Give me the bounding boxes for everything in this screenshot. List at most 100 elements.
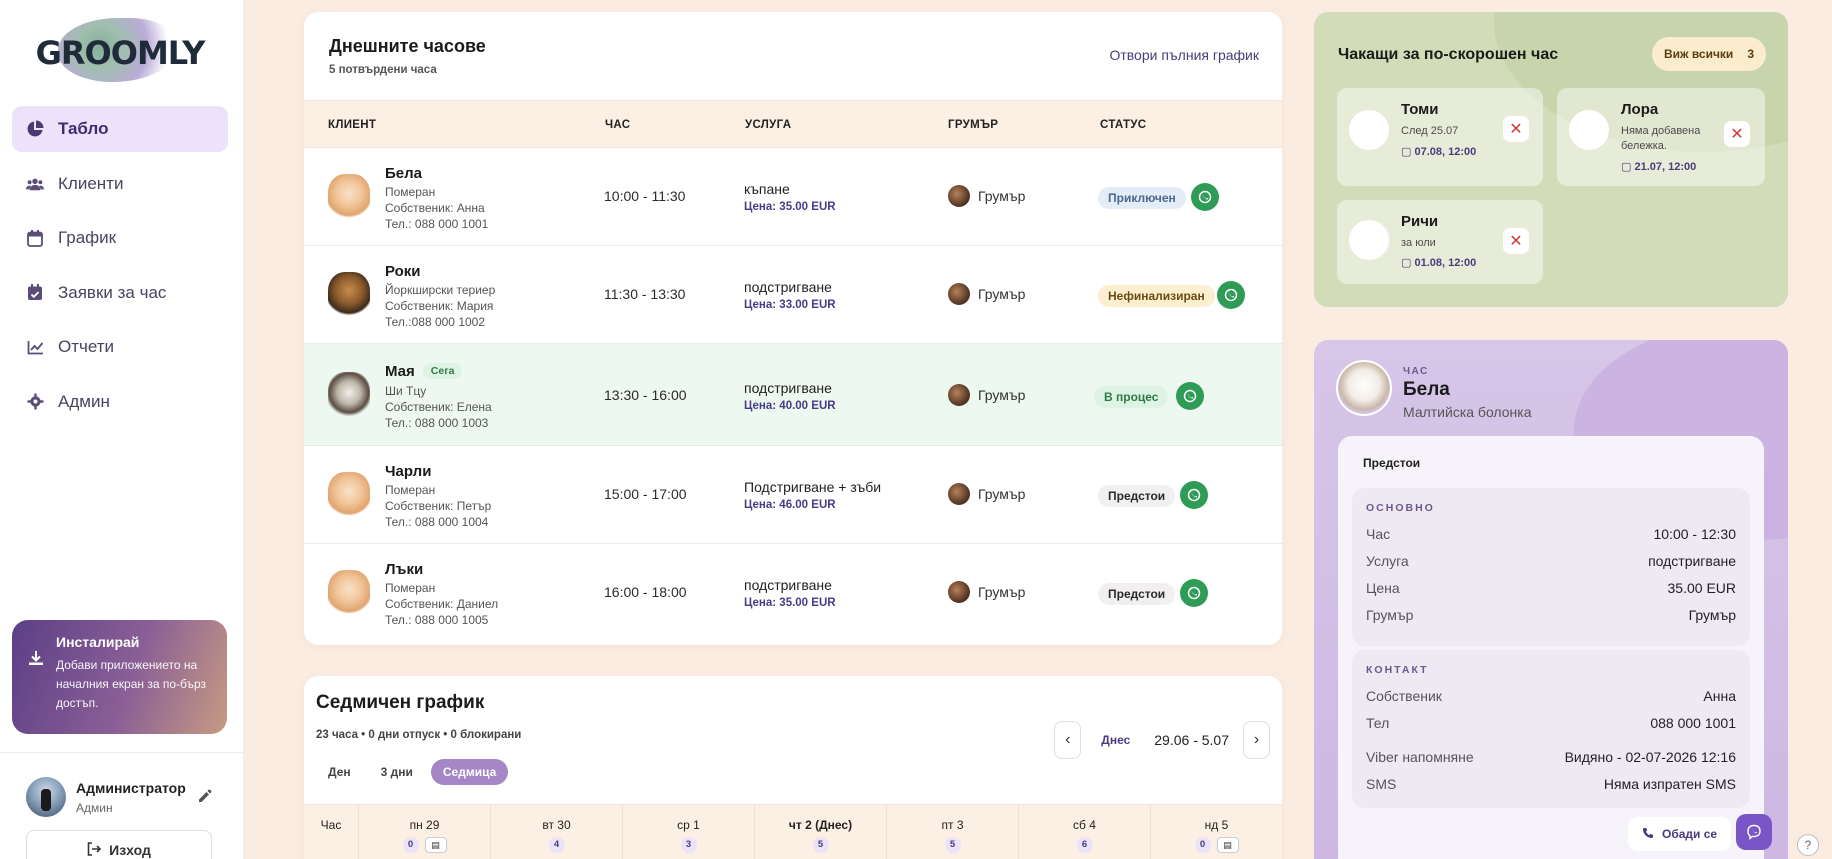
whatsapp-button[interactable] <box>1191 183 1219 211</box>
weekly-summary: 23 часа • 0 дни отпуск • 0 блокирани <box>316 729 522 741</box>
day-label: пн 29 <box>409 818 440 832</box>
day-column[interactable]: сб 4 6 <box>1018 805 1150 859</box>
sidebar-item-admin[interactable]: Админ <box>12 379 228 425</box>
groomer-name: Грумър <box>978 486 1026 502</box>
groomer: Грумър <box>948 384 1025 406</box>
day-column[interactable]: пн 29 0 ▤ <box>358 805 490 859</box>
pet-photo <box>1349 220 1389 260</box>
view-3days-button[interactable]: 3 дни <box>380 765 413 779</box>
table-row[interactable]: Лъки Померан Собственик: Даниел Тел.: 08… <box>304 544 1282 644</box>
table-row[interactable]: Роки Йоркширски териер Собственик: Мария… <box>304 246 1282 344</box>
install-description: Добави приложението на началния екран за… <box>56 658 207 710</box>
appointment-time: 15:00 - 17:00 <box>604 486 687 502</box>
remove-button[interactable]: ✕ <box>1503 116 1529 142</box>
table-row[interactable]: Чарли Померан Собственик: Петър Тел.: 08… <box>304 446 1282 544</box>
detail-content: Предстои ОСНОВНО Час 10:00 - 12:30 Услуга… <box>1338 436 1772 859</box>
service-price: Цена: 33.00 EUR <box>744 299 836 311</box>
sidebar-item-label: Клиенти <box>58 173 124 193</box>
groomer-avatar <box>948 483 970 505</box>
pet-photo <box>328 472 370 518</box>
whatsapp-button[interactable] <box>1180 481 1208 509</box>
status-badge: Предстои <box>1098 583 1176 605</box>
pet-name: Томи <box>1401 101 1439 118</box>
pet-photo <box>1336 360 1392 416</box>
calendar-icon[interactable]: ▤ <box>1216 837 1239 853</box>
day-column[interactable]: вт 30 4 <box>490 805 622 859</box>
owner-name: Собственик: Мария <box>385 299 494 313</box>
install-title: Инсталирай <box>56 634 140 650</box>
pet-breed: Померан <box>385 483 436 497</box>
pet-photo <box>1349 110 1389 150</box>
waitlist-date: ▢ 07.08, 12:00 <box>1401 145 1476 158</box>
owner-phone: Тел.: 088 000 1005 <box>385 613 489 627</box>
groomer-avatar <box>948 384 970 406</box>
install-app-banner[interactable]: Инсталирай Добави приложението на началн… <box>12 620 227 734</box>
close-icon: ✕ <box>1730 126 1744 143</box>
groomer-avatar <box>948 283 970 305</box>
detail-row: Тел 088 000 1001 <box>1366 715 1736 731</box>
sidebar-item-clients[interactable]: Клиенти <box>12 161 228 207</box>
close-icon: ✕ <box>1509 121 1523 138</box>
service-price: Цена: 46.00 EUR <box>744 499 836 511</box>
waitlist-item[interactable]: Ричи за юли ▢ 01.08, 12:00 ✕ <box>1337 200 1543 284</box>
logout-button[interactable]: Изход <box>26 830 212 859</box>
owner-name: Собственик: Петър <box>385 499 492 513</box>
call-button[interactable]: Обади се <box>1628 817 1732 851</box>
whatsapp-button[interactable] <box>1180 579 1208 607</box>
day-column[interactable]: нд 5 0 ▤ <box>1150 805 1282 859</box>
prev-week-button[interactable]: ‹ <box>1054 721 1082 759</box>
day-column-today[interactable]: чт 2 (Днес) 5 <box>754 805 886 859</box>
service-name: къпане <box>744 181 790 197</box>
view-week-button[interactable]: Седмица <box>430 759 509 785</box>
view-day-button[interactable]: Ден <box>328 765 351 779</box>
sidebar-item-dashboard[interactable]: Табло <box>12 106 228 152</box>
waitlist-item[interactable]: Томи След 25.07 ▢ 07.08, 12:00 ✕ <box>1337 88 1543 186</box>
next-week-button[interactable]: › <box>1243 721 1270 759</box>
remove-button[interactable]: ✕ <box>1724 121 1750 147</box>
whatsapp-icon <box>1187 488 1201 502</box>
service-name: подстригване <box>744 380 832 396</box>
view-all-button[interactable]: Виж всички 3 <box>1651 37 1766 71</box>
sidebar-item-schedule[interactable]: График <box>12 215 228 261</box>
calendar-icon[interactable]: ▤ <box>424 837 447 853</box>
status-badge: Предстои <box>1363 456 1421 470</box>
table-row[interactable]: Бела Померан Собственик: Анна Тел.: 088 … <box>304 148 1282 246</box>
viber-button[interactable] <box>1736 814 1772 850</box>
open-full-schedule-link[interactable]: Отвори пълния график <box>1109 47 1259 63</box>
basic-section: ОСНОВНО Час 10:00 - 12:30 Услуга подстригв… <box>1352 488 1750 646</box>
today-button[interactable]: Днес <box>1101 733 1131 747</box>
avatar <box>26 777 66 817</box>
status-badge: В процес <box>1094 386 1169 408</box>
waitlist-note: След 25.07 <box>1401 125 1459 137</box>
whatsapp-button[interactable] <box>1176 382 1204 410</box>
app-logo[interactable]: GROOMLY <box>28 14 205 86</box>
service-name: подстригване <box>744 577 832 593</box>
users-icon <box>26 175 44 193</box>
whatsapp-button[interactable] <box>1217 281 1245 309</box>
weekly-schedule-card: Седмичен график 23 часа • 0 дни отпуск •… <box>304 676 1282 859</box>
card-title: Седмичен график <box>316 692 485 713</box>
waitlist-note: за юли <box>1401 237 1436 249</box>
help-button[interactable]: ? <box>1797 834 1819 856</box>
table-row[interactable]: Мая Сега Ши Тцу Собственик: Елена Тел.: 0… <box>304 344 1282 446</box>
client-details: Померан Собственик: Даниел Тел.: 088 000… <box>385 580 498 628</box>
help-icon: ? <box>1804 838 1812 852</box>
user-name: Администратор <box>76 780 186 796</box>
day-column[interactable]: ср 1 3 <box>622 805 754 859</box>
remove-button[interactable]: ✕ <box>1503 228 1529 254</box>
sidebar-item-requests[interactable]: Заявки за час <box>12 270 228 316</box>
day-column[interactable]: пт 3 5 <box>886 805 1018 859</box>
day-label: ср 1 <box>677 818 700 832</box>
sidebar: GROOMLY Табло Клиенти График Заявки за ч… <box>0 0 244 859</box>
pet-breed: Йоркширски териер <box>385 283 496 297</box>
waitlist-item[interactable]: Лора Няма добавена бележка. ▢ 21.07, 12:… <box>1557 88 1765 186</box>
sidebar-item-reports[interactable]: Отчети <box>12 324 228 370</box>
day-count: 0 <box>402 837 419 853</box>
contact-section: КОНТАКТ Собственик Анна Тел 088 000 1001 V… <box>1352 650 1750 808</box>
pencil-icon[interactable] <box>198 789 212 808</box>
appointment-time: 16:00 - 18:00 <box>604 584 687 600</box>
whatsapp-icon <box>1187 586 1201 600</box>
calendar-icon: ▢ <box>1401 146 1415 158</box>
sidebar-item-label: Отчети <box>58 337 115 356</box>
detail-row: Грумър Грумър <box>1366 607 1736 623</box>
